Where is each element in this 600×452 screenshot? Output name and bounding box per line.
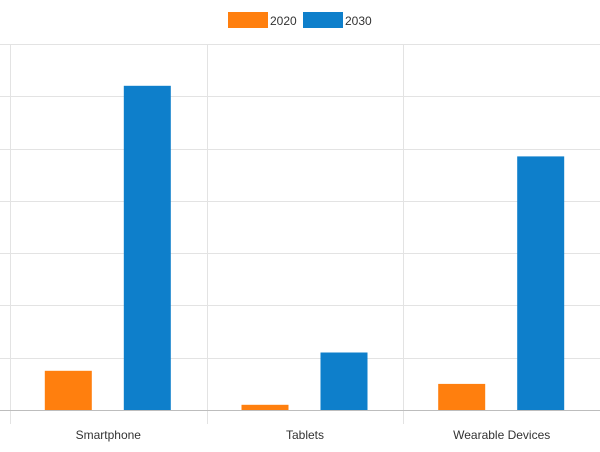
bar-2020-wearable-devices [438,383,486,410]
legend-label: 2030 [345,14,372,28]
legend-label: 2020 [270,14,297,28]
bars [44,85,565,411]
legend: 2020 2030 [228,12,372,28]
x-tick-label: Smartphone [76,428,142,442]
bar-2020-tablets [241,404,289,410]
x-tick-labels: Smartphone Tablets Wearable Devices [76,428,551,442]
bar-2020-smartphone [44,370,92,410]
gridlines [0,44,600,424]
bar-2030-smartphone [123,85,171,411]
legend-swatch [303,12,343,28]
x-tick-label: Tablets [286,428,324,442]
bar-2030-wearable-devices [517,156,565,410]
x-tick-label: Wearable Devices [453,428,550,442]
legend-swatch [228,12,268,28]
bar-2030-tablets [320,352,368,410]
